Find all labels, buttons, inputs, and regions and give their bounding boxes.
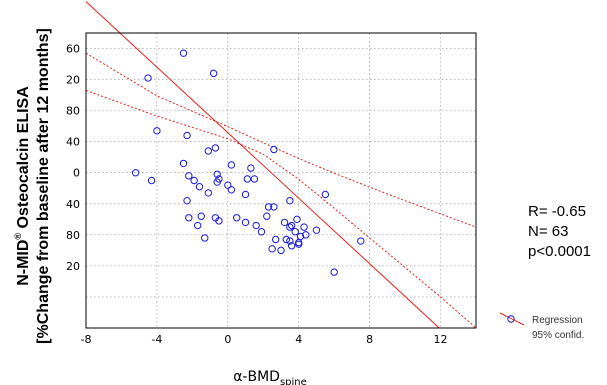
- data-point: [211, 144, 220, 152]
- data-point: [144, 74, 152, 82]
- legend-confid-label: 95% confid.: [532, 330, 584, 341]
- regression-line: [85, 1, 440, 329]
- legend: Regression 95% confid.: [499, 312, 584, 341]
- data-point: [300, 223, 308, 231]
- data-point: [252, 221, 260, 230]
- data-point: [232, 214, 241, 222]
- data-point: [241, 190, 250, 199]
- stat-n: N= 63: [528, 223, 568, 240]
- data-point: [179, 159, 188, 168]
- data-point: [241, 218, 250, 227]
- data-point: [227, 186, 236, 194]
- data-point: [190, 176, 198, 185]
- x-tick-labels: -8 -4 0 4 8 12: [81, 333, 448, 346]
- data-point: [263, 212, 271, 220]
- data-point: [293, 215, 301, 224]
- data-point: [287, 242, 296, 250]
- data-point: [250, 175, 259, 183]
- data-point: [131, 169, 140, 177]
- data-point: [204, 147, 213, 155]
- data-point: [270, 203, 278, 211]
- data-point: [193, 221, 202, 230]
- data-points: [131, 49, 365, 276]
- data-point: [147, 176, 156, 185]
- data-point: [264, 203, 273, 211]
- x-tick-label: 4: [295, 333, 302, 346]
- plot-frame: [85, 32, 477, 329]
- y-tick-label: 80: [66, 105, 80, 118]
- data-point: [195, 183, 204, 191]
- y-axis-label-line2: [%Change from baseline after 12 months]: [35, 28, 52, 344]
- x-tick-label: -4: [151, 333, 162, 346]
- x-tick-label: 0: [224, 333, 231, 346]
- data-point: [209, 69, 218, 78]
- data-point: [247, 164, 255, 172]
- y-tick-label: 60: [66, 43, 80, 56]
- data-point: [183, 196, 191, 205]
- data-point: [257, 228, 266, 236]
- legend-marker-swatch: [507, 315, 515, 323]
- data-point: [271, 235, 280, 244]
- data-point: [213, 170, 221, 178]
- confidence-lower-line: [85, 89, 477, 329]
- y-axis-label: N-MID® Osteocalcin ELISA [%Change from b…: [13, 28, 52, 344]
- stat-p: p<0.0001: [528, 243, 591, 260]
- y-tick-label: 20: [66, 260, 80, 273]
- y-tick-label: 40: [66, 136, 80, 149]
- data-point: [302, 231, 310, 239]
- data-point: [282, 235, 291, 244]
- stat-r: R= -0.65: [528, 203, 586, 220]
- data-point: [330, 268, 338, 276]
- x-axis-label: α-BMDspine: [233, 369, 307, 385]
- data-point: [185, 214, 193, 222]
- x-tick-label: 8: [366, 333, 373, 346]
- y-axis-label-line1: N-MID® Osteocalcin ELISA: [13, 86, 32, 286]
- y-tick-label: 80: [66, 229, 80, 242]
- data-point: [197, 212, 205, 220]
- data-point: [286, 196, 294, 205]
- y-axis-label-superscript: ®: [13, 233, 23, 240]
- data-point: [270, 145, 278, 154]
- regression-line-group: [85, 1, 440, 329]
- data-point: [295, 240, 303, 248]
- confidence-band: [85, 52, 477, 329]
- data-point: [227, 161, 236, 169]
- data-point: [268, 245, 276, 253]
- data-point: [280, 218, 289, 227]
- legend-regression-swatch: [499, 312, 525, 326]
- y-tick-label: 20: [66, 74, 80, 87]
- data-point: [204, 189, 213, 197]
- x-tick-label: 12: [434, 333, 448, 346]
- data-point: [287, 221, 296, 230]
- x-tick-label: -8: [81, 333, 92, 346]
- data-point: [286, 223, 294, 231]
- data-point: [243, 175, 252, 183]
- y-tick-label: 40: [66, 198, 80, 211]
- data-point: [286, 237, 294, 245]
- data-point: [291, 228, 299, 236]
- legend-regression-label: Regression: [532, 315, 583, 326]
- data-point: [321, 190, 330, 199]
- data-point: [185, 172, 193, 180]
- data-point: [153, 127, 161, 135]
- data-point: [215, 217, 223, 225]
- y-tick-label: 0: [73, 167, 80, 180]
- data-point: [201, 234, 209, 242]
- data-point: [277, 246, 285, 255]
- y-tick-labels: 60 20 80 40 0 40 80 20: [66, 43, 80, 273]
- data-point: [213, 178, 221, 186]
- data-point: [312, 226, 321, 234]
- x-axis-label-subscript: spine: [280, 377, 307, 385]
- data-point: [183, 131, 191, 140]
- confidence-upper-line: [85, 52, 477, 228]
- data-point: [357, 237, 365, 245]
- data-point: [224, 181, 232, 189]
- data-point: [179, 49, 188, 57]
